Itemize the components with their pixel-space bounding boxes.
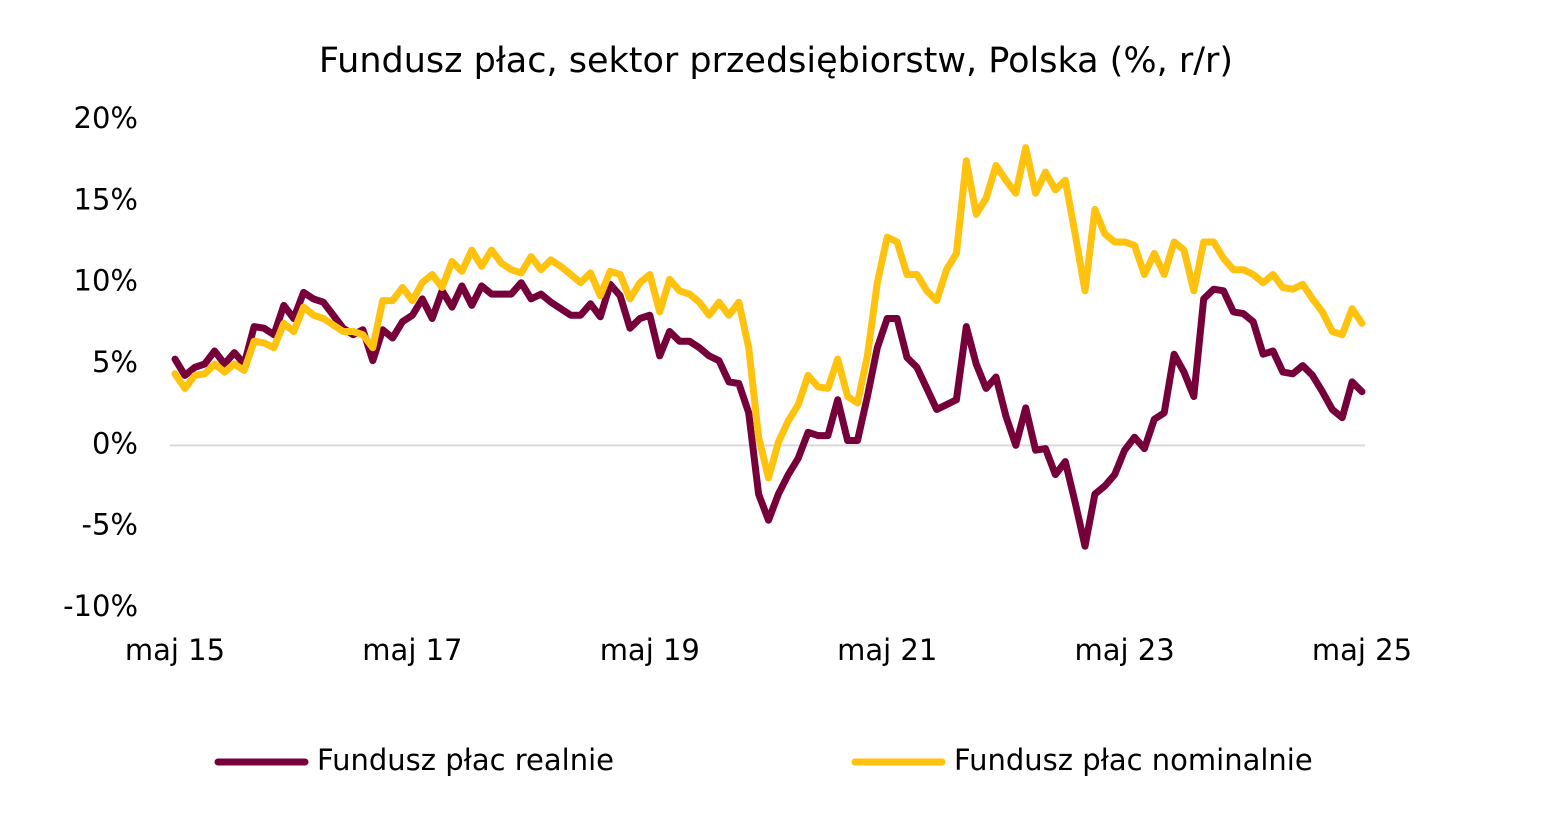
y-tick-label: -10%	[63, 589, 138, 623]
chart-title: Fundusz płac, sektor przedsiębiorstw, Po…	[319, 41, 1233, 81]
series-line	[171, 279, 1366, 550]
x-tick-label: maj 21	[837, 633, 937, 667]
x-tick-label: maj 19	[600, 633, 700, 667]
x-tick-label: maj 17	[362, 633, 462, 667]
series-line	[171, 144, 1366, 482]
x-tick-label: maj 23	[1074, 633, 1174, 667]
legend-label: Fundusz płac nominalnie	[954, 743, 1313, 777]
legend-label: Fundusz płac realnie	[317, 743, 614, 777]
y-tick-label: 20%	[74, 101, 138, 135]
y-tick-label: 0%	[92, 426, 138, 460]
x-tick-label: maj 25	[1312, 633, 1412, 667]
y-tick-label: 10%	[74, 264, 138, 298]
x-tick-label: maj 15	[125, 633, 225, 667]
y-tick-label: 5%	[92, 345, 138, 379]
y-tick-label: -5%	[82, 508, 138, 542]
y-tick-label: 15%	[74, 182, 138, 216]
